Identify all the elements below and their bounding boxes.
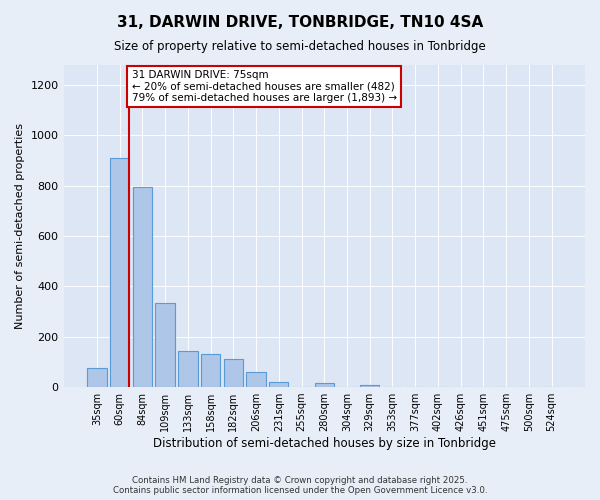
Text: Size of property relative to semi-detached houses in Tonbridge: Size of property relative to semi-detach…: [114, 40, 486, 53]
Bar: [133, 187, 152, 387]
Bar: [87, 368, 107, 387]
X-axis label: Distribution of semi-detached houses by size in Tonbridge: Distribution of semi-detached houses by …: [153, 437, 496, 450]
Y-axis label: Number of semi-detached properties: Number of semi-detached properties: [15, 123, 25, 329]
Bar: [360, 384, 379, 387]
Bar: [314, 384, 334, 387]
Bar: [247, 372, 266, 387]
Text: 31, DARWIN DRIVE, TONBRIDGE, TN10 4SA: 31, DARWIN DRIVE, TONBRIDGE, TN10 4SA: [117, 15, 483, 30]
Bar: [269, 382, 289, 387]
Text: Contains HM Land Registry data © Crown copyright and database right 2025.
Contai: Contains HM Land Registry data © Crown c…: [113, 476, 487, 495]
Text: 31 DARWIN DRIVE: 75sqm
← 20% of semi-detached houses are smaller (482)
79% of se: 31 DARWIN DRIVE: 75sqm ← 20% of semi-det…: [131, 70, 397, 103]
Bar: [110, 158, 130, 387]
Bar: [224, 360, 243, 387]
Bar: [201, 354, 220, 387]
Bar: [178, 350, 197, 387]
Bar: [155, 303, 175, 387]
